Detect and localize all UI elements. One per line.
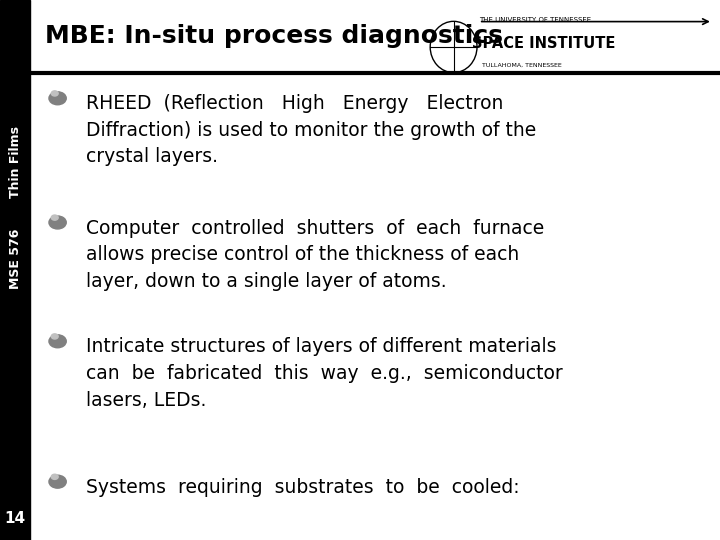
Text: Systems  requiring  substrates  to  be  cooled:: Systems requiring substrates to be coole… — [86, 478, 520, 497]
Circle shape — [51, 91, 58, 96]
Circle shape — [49, 216, 66, 229]
Circle shape — [49, 335, 66, 348]
Text: MBE: In-situ process diagnostics: MBE: In-situ process diagnostics — [45, 24, 503, 49]
Bar — [0, 0, 30, 540]
Circle shape — [51, 215, 58, 220]
Circle shape — [49, 475, 66, 488]
Text: MSE 576: MSE 576 — [9, 229, 22, 289]
Text: Intricate structures of layers of different materials
can  be  fabricated  this : Intricate structures of layers of differ… — [86, 338, 563, 409]
Circle shape — [51, 334, 58, 339]
Text: Computer  controlled  shutters  of  each  furnace
allows precise control of the : Computer controlled shutters of each fur… — [86, 219, 544, 291]
Text: 14: 14 — [4, 511, 26, 526]
Text: TULLAHOMA, TENNESSEE: TULLAHOMA, TENNESSEE — [482, 62, 562, 68]
Text: Thin Films: Thin Films — [9, 126, 22, 198]
Text: THE UNIVERSITY OF TENNESSEE: THE UNIVERSITY OF TENNESSEE — [479, 17, 591, 23]
Text: SPACE INSTITUTE: SPACE INSTITUTE — [472, 36, 615, 51]
Text: RHEED  (Reflection   High   Energy   Electron
Diffraction) is used to monitor th: RHEED (Reflection High Energy Electron D… — [86, 94, 536, 166]
Circle shape — [49, 92, 66, 105]
Circle shape — [51, 474, 58, 480]
